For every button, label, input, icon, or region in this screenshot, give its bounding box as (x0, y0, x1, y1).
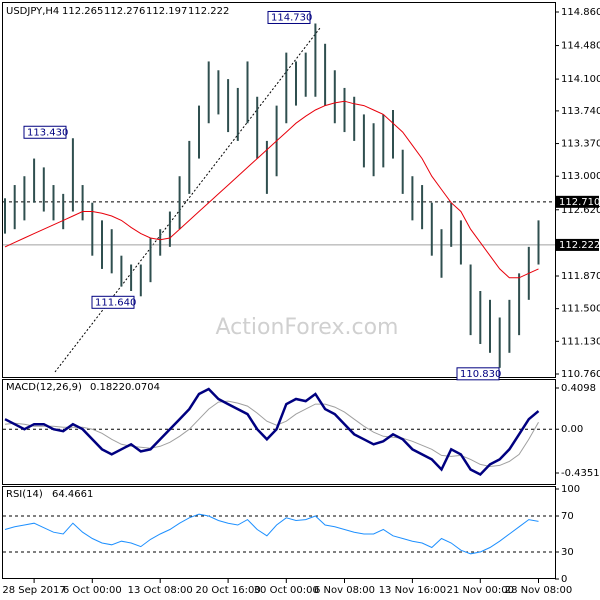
y-tick-label: 113.000 (561, 171, 600, 182)
macd-line (4, 387, 540, 477)
watermark: ActionForex.com (216, 315, 399, 340)
annotation: 110.830 (460, 369, 501, 380)
x-tick-label: 20 Oct 16:00 (195, 585, 260, 596)
annotation: 113.430 (27, 127, 68, 138)
x-tick-label: 13 Nov 16:00 (379, 585, 446, 596)
rsi-title: RSI(14) (6, 489, 43, 500)
y-tick-label: 0.4098 (561, 383, 596, 394)
annotation-box (23, 125, 67, 139)
macd-readout: 0.0704 (125, 382, 160, 393)
rsi-readout: 64.4661 (52, 489, 93, 500)
y-tick-label: 114.100 (561, 74, 600, 85)
y-tick-label: 0 (561, 574, 567, 585)
quote: 112.197 (146, 6, 187, 17)
y-tick-label: 110.760 (561, 369, 600, 380)
x-tick-label: 28 Nov 08:00 (505, 585, 572, 596)
annotation-box (267, 10, 311, 24)
x-tick-label: 28 Sep 2017 (2, 585, 65, 596)
y-tick-label: 114.860 (561, 7, 600, 18)
x-tick-label: 6 Nov 08:00 (314, 585, 375, 596)
price-panel (2, 2, 556, 378)
annotation: 111.640 (95, 297, 136, 308)
quote: 112.222 (188, 6, 229, 17)
rsi-panel (2, 486, 556, 579)
trend-line (54, 27, 321, 373)
x-tick-label: 6 Oct 00:00 (63, 585, 122, 596)
macd-signal (4, 400, 539, 468)
y-tick-label: 0.00 (561, 424, 583, 435)
y-tick-label: 114.480 (561, 41, 600, 52)
annotation-box (91, 295, 135, 309)
y-tick-label: 30 (561, 547, 574, 558)
x-tick-label: 13 Oct 08:00 (128, 585, 193, 596)
y-tick-label: 113.740 (561, 106, 600, 117)
y-tick-label: 70 (561, 511, 574, 522)
y-tick-label: -0.4351 (561, 468, 600, 479)
symbol: USDJPY,H4 (6, 6, 59, 17)
y-tick-label: 111.500 (561, 304, 600, 315)
y-tick-label: 113.370 (561, 139, 600, 150)
moving-average (4, 100, 539, 279)
annotation: 114.730 (271, 12, 312, 23)
macd-panel (2, 379, 556, 485)
macd-title: MACD(12,26,9) (6, 382, 82, 393)
last-label: 112.222 (559, 240, 600, 251)
quote: 112.276 (104, 6, 145, 17)
level-label: 112.710 (559, 197, 600, 208)
quote: 112.265 (62, 6, 103, 17)
rsi-line (4, 513, 539, 555)
level-box (556, 195, 599, 208)
y-tick-label: 111.130 (561, 336, 600, 347)
y-tick-label: 111.870 (561, 271, 600, 282)
y-tick-label: 112.620 (561, 205, 600, 216)
x-tick-label: 21 Nov 00:00 (447, 585, 514, 596)
last-box (556, 238, 599, 251)
macd-readout: 0.1822 (90, 382, 125, 393)
x-tick-label: 30 Oct 00:00 (254, 585, 319, 596)
y-tick-label: 100 (561, 484, 580, 495)
annotation-box (456, 367, 500, 381)
